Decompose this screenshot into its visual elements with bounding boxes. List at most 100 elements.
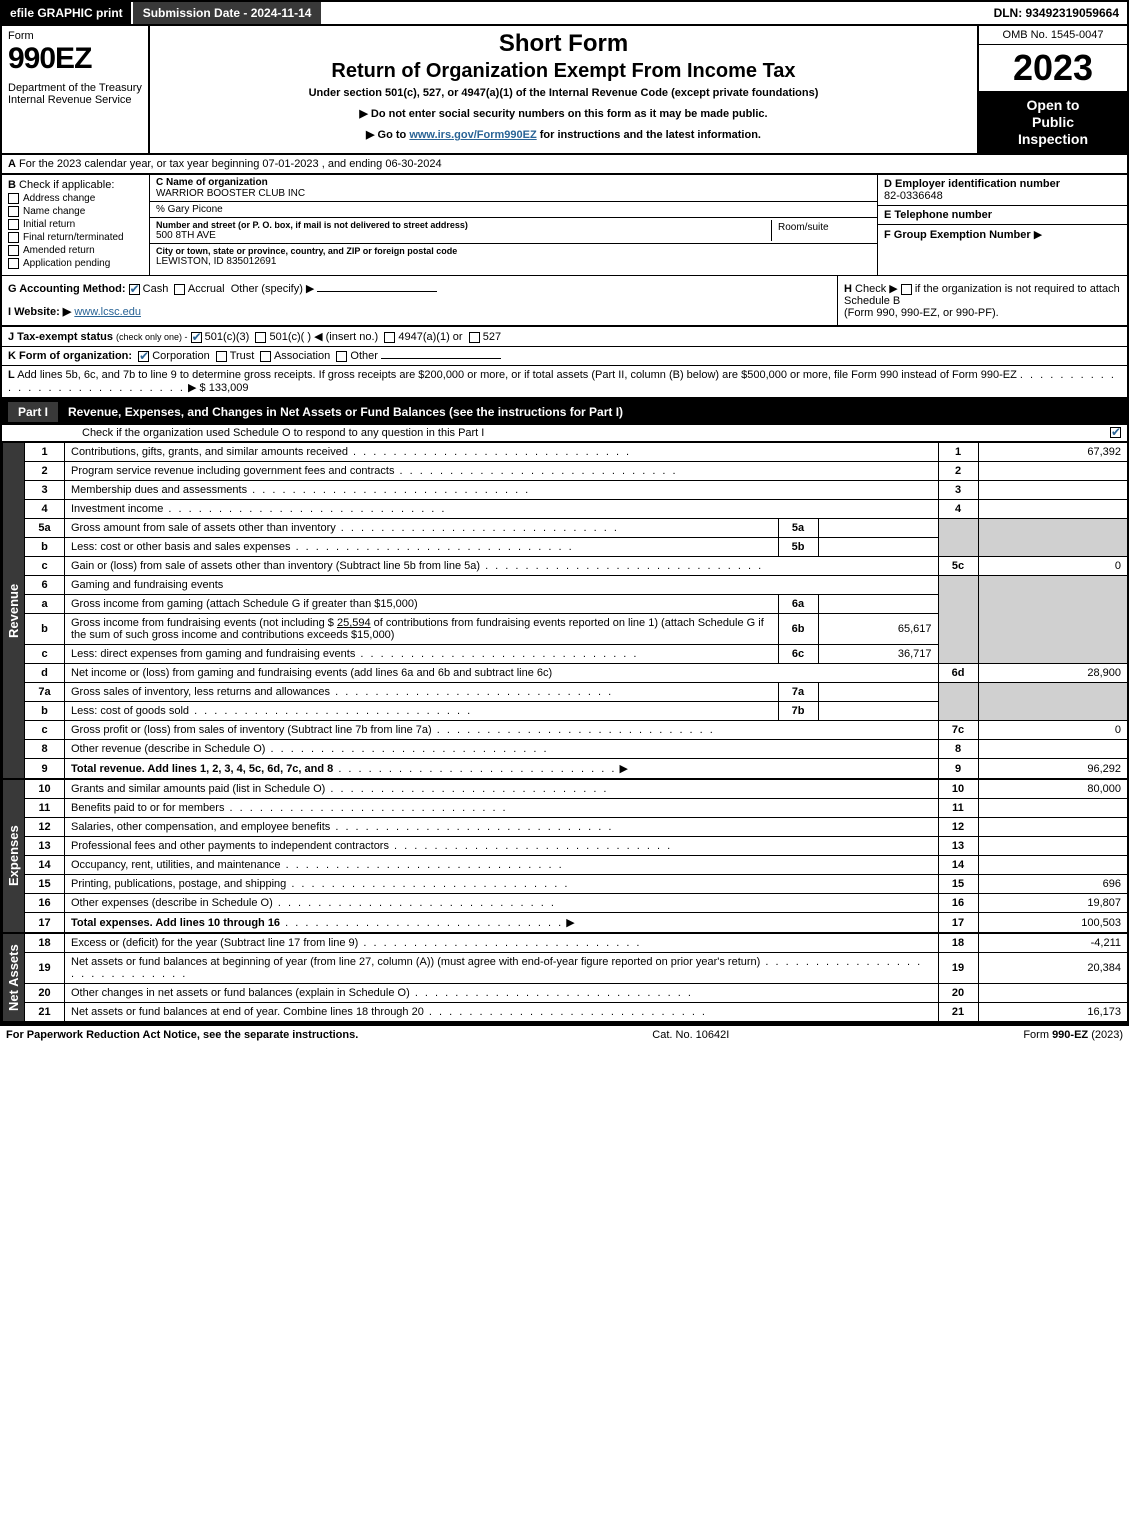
form-meta-block: OMB No. 1545-0047 2023 Open to Public In… <box>977 26 1127 153</box>
lbl-501c3: 501(c)(3) <box>205 331 250 343</box>
page-footer: For Paperwork Reduction Act Notice, see … <box>0 1024 1129 1044</box>
l-label: L <box>8 369 15 381</box>
expenses-tab: Expenses <box>2 779 25 933</box>
revenue-tab: Revenue <box>2 442 25 779</box>
section-k: K Form of organization: Corporation Trus… <box>0 347 1129 366</box>
ein-value: 82-0336648 <box>884 190 1121 202</box>
section-l: L Add lines 5b, 6c, and 7b to line 9 to … <box>0 366 1129 399</box>
section-bcdef: B Check if applicable: Address change Na… <box>0 175 1129 275</box>
chk-501c[interactable] <box>255 332 266 343</box>
org-name: WARRIOR BOOSTER CLUB INC <box>156 188 871 199</box>
l-text: Add lines 5b, 6c, and 7b to line 9 to de… <box>17 369 1017 381</box>
line-9: 9Total revenue. Add lines 1, 2, 3, 4, 5c… <box>25 759 1129 779</box>
line-13: 13Professional fees and other payments t… <box>25 837 1129 856</box>
lbl-527: 527 <box>483 331 501 343</box>
chk-4947[interactable] <box>384 332 395 343</box>
line-19: 19Net assets or fund balances at beginni… <box>25 953 1129 984</box>
net-assets-section: Net Assets 18Excess or (deficit) for the… <box>0 933 1129 1024</box>
footer-cat-no: Cat. No. 10642I <box>652 1029 729 1041</box>
chk-association[interactable] <box>260 351 271 362</box>
row-a-text: For the 2023 calendar year, or tax year … <box>19 158 442 170</box>
chk-501c3[interactable] <box>191 332 202 343</box>
line-3: 3Membership dues and assessments3 <box>25 481 1129 500</box>
chk-other-org[interactable] <box>336 351 347 362</box>
omb-number: OMB No. 1545-0047 <box>979 26 1127 45</box>
lbl-trust: Trust <box>230 350 255 362</box>
tax-year: 2023 <box>979 45 1127 91</box>
label-a: A <box>8 158 16 170</box>
b-heading: Check if applicable: <box>19 179 114 191</box>
revenue-table: 1Contributions, gifts, grants, and simil… <box>24 442 1129 779</box>
title-short-form: Short Form <box>158 30 969 58</box>
footer-form-ref: Form 990-EZ (2023) <box>1023 1029 1123 1041</box>
i-label: I Website: ▶ <box>8 306 71 318</box>
line-11: 11Benefits paid to or for members11 <box>25 799 1129 818</box>
gross-receipts-value: 133,009 <box>209 382 249 394</box>
chk-trust[interactable] <box>216 351 227 362</box>
chk-corporation[interactable] <box>138 351 149 362</box>
chk-schedule-b[interactable] <box>901 284 912 295</box>
chk-final-return[interactable] <box>8 232 19 243</box>
net-assets-tab: Net Assets <box>2 933 25 1022</box>
line-14: 14Occupancy, rent, utilities, and mainte… <box>25 856 1129 875</box>
expenses-section: Expenses 10Grants and similar amounts pa… <box>0 779 1129 933</box>
line-12: 12Salaries, other compensation, and empl… <box>25 818 1129 837</box>
dept-line-2: Internal Revenue Service <box>8 94 142 106</box>
topbar: efile GRAPHIC print Submission Date - 20… <box>0 0 1129 26</box>
note-ssn: ▶ Do not enter social security numbers o… <box>158 107 969 120</box>
h-text3: (Form 990, 990-EZ, or 990-PF). <box>844 307 1121 319</box>
city-label: City or town, state or province, country… <box>156 246 871 256</box>
chk-cash[interactable] <box>129 284 140 295</box>
j-label: J Tax-exempt status <box>8 331 113 343</box>
line-21: 21Net assets or fund balances at end of … <box>25 1003 1129 1022</box>
j-note: (check only one) - <box>116 332 188 342</box>
c-name-label: C Name of organization <box>156 177 871 188</box>
lbl-name-change: Name change <box>23 206 85 217</box>
net-assets-table: 18Excess or (deficit) for the year (Subt… <box>24 933 1129 1022</box>
chk-address-change[interactable] <box>8 193 19 204</box>
efile-print-button[interactable]: efile GRAPHIC print <box>2 2 131 24</box>
chk-application-pending[interactable] <box>8 258 19 269</box>
lbl-cash: Cash <box>143 283 169 295</box>
street-address: 500 8TH AVE <box>156 230 771 241</box>
line-2: 2Program service revenue including gover… <box>25 462 1129 481</box>
form-title-block: Short Form Return of Organization Exempt… <box>150 26 977 153</box>
chk-accrual[interactable] <box>174 284 185 295</box>
chk-schedule-o[interactable] <box>1110 427 1121 438</box>
h-label: H <box>844 283 852 295</box>
part-1-tab: Part I <box>8 402 58 422</box>
note2-post: for instructions and the latest informat… <box>537 129 761 141</box>
other-specify-input[interactable] <box>317 291 437 292</box>
line-20: 20Other changes in net assets or fund ba… <box>25 984 1129 1003</box>
chk-initial-return[interactable] <box>8 219 19 230</box>
chk-527[interactable] <box>469 332 480 343</box>
line-6d: dNet income or (loss) from gaming and fu… <box>25 664 1129 683</box>
open-to-public-badge: Open to Public Inspection <box>979 91 1127 153</box>
open-line-3: Inspection <box>983 131 1123 148</box>
d-label: D Employer identification number <box>884 178 1121 190</box>
addr-label: Number and street (or P. O. box, if mail… <box>156 220 771 230</box>
line-17: 17Total expenses. Add lines 10 through 1… <box>25 913 1129 933</box>
line-7a: 7aGross sales of inventory, less returns… <box>25 683 1129 702</box>
section-h: H Check ▶ if the organization is not req… <box>837 276 1127 325</box>
other-org-input[interactable] <box>381 358 501 359</box>
line-7c: cGross profit or (loss) from sales of in… <box>25 721 1129 740</box>
title-return: Return of Organization Exempt From Incom… <box>158 60 969 83</box>
topbar-spacer <box>321 2 985 24</box>
l-arrow-icon: ▶ $ <box>188 382 206 394</box>
lbl-accrual: Accrual <box>188 283 225 295</box>
dept-line-1: Department of the Treasury <box>8 82 142 94</box>
revenue-section: Revenue 1Contributions, gifts, grants, a… <box>0 442 1129 779</box>
irs-link[interactable]: www.irs.gov/Form990EZ <box>409 129 536 141</box>
section-g: G Accounting Method: Cash Accrual Other … <box>2 276 837 325</box>
lbl-other: Other (specify) ▶ <box>231 283 315 295</box>
row-a-tax-year: A For the 2023 calendar year, or tax yea… <box>0 155 1129 175</box>
website-link[interactable]: www.lcsc.edu <box>74 306 141 318</box>
chk-name-change[interactable] <box>8 206 19 217</box>
line-16: 16Other expenses (describe in Schedule O… <box>25 894 1129 913</box>
line-5a: 5aGross amount from sale of assets other… <box>25 519 1129 538</box>
footer-left: For Paperwork Reduction Act Notice, see … <box>6 1029 358 1041</box>
chk-amended-return[interactable] <box>8 245 19 256</box>
lbl-4947: 4947(a)(1) or <box>398 331 462 343</box>
g-label: G Accounting Method: <box>8 283 126 295</box>
